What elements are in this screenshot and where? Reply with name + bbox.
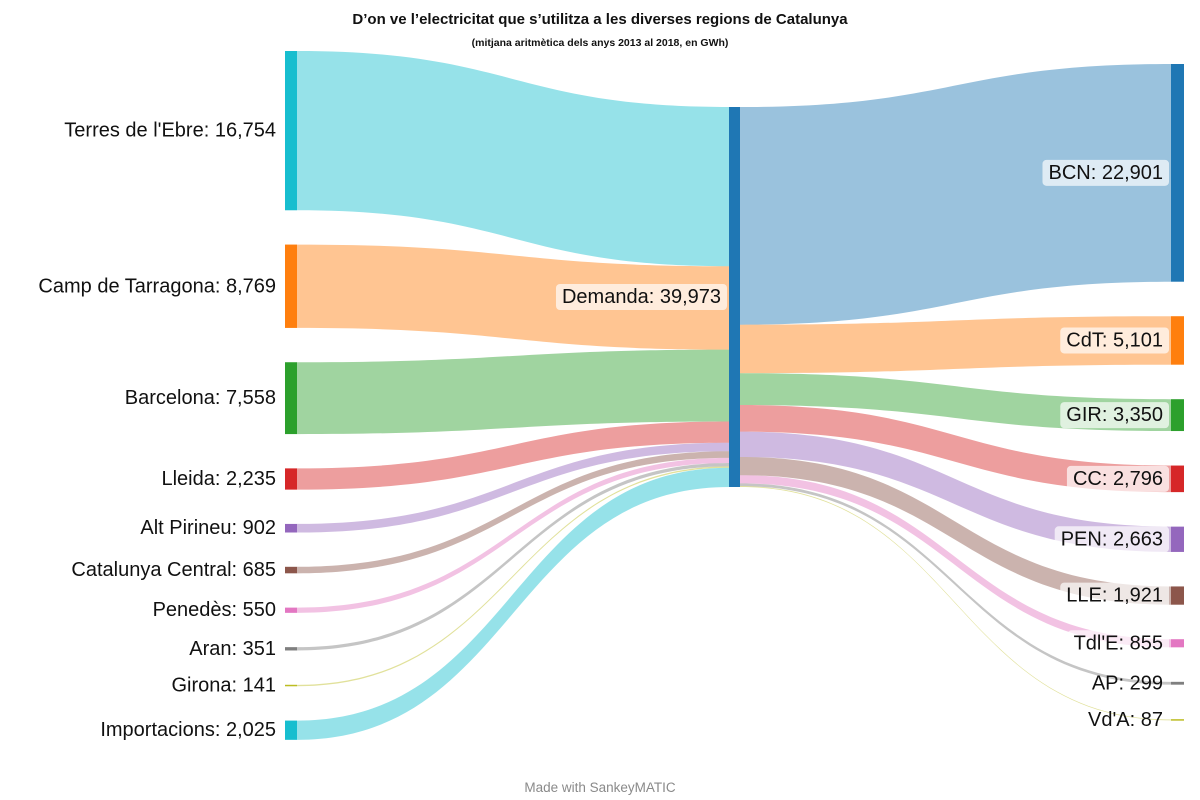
flow-demanda-to-ap: [740, 483, 1171, 685]
flows-out-of-demanda: [740, 64, 1171, 721]
node-catalunya-central: [285, 566, 297, 574]
label-tdle-background: [1067, 630, 1169, 657]
label-camp-de-tarragona: Camp de Tarragona: 8,769: [38, 275, 276, 297]
flow-girona-to-demanda: [297, 466, 729, 687]
label-pen-background: [1054, 526, 1169, 553]
flow-camp-de-tarragona-to-demanda: [297, 244, 729, 350]
label-barcelona: Barcelona: 7,558: [125, 387, 276, 409]
flows-into-demanda: [297, 51, 729, 740]
node-ap: [1171, 681, 1184, 685]
label-girona: Girona: 141: [171, 675, 276, 697]
label-bcn-group: BCN: 22,901: [1042, 159, 1169, 186]
flow-barcelona-to-demanda: [297, 349, 729, 435]
node-girona: [285, 684, 297, 687]
label-cdt-group: CdT: 5,101: [1060, 327, 1169, 354]
label-cc-group: CC: 2,796: [1066, 465, 1169, 492]
node-lle: [1171, 586, 1184, 605]
node-alt-pirineu: [285, 523, 297, 533]
label-cc-background: [1066, 465, 1169, 492]
credit-text: Made with SankeyMATIC: [524, 780, 676, 795]
label-tdle: Tdl'E: 855: [1074, 632, 1163, 654]
node-pen: [1171, 526, 1184, 552]
flow-demanda-to-pen: [740, 431, 1171, 552]
label-pen: PEN: 2,663: [1061, 528, 1163, 550]
label-terres-de-l-ebre: Terres de l'Ebre: 16,754: [64, 120, 276, 142]
label-demanda-group: Demanda: 39,973: [555, 284, 727, 310]
label-lleida: Lleida: 2,235: [161, 468, 276, 490]
label-lle: LLE: 1,921: [1066, 585, 1163, 607]
label-pen-group: PEN: 2,663: [1054, 526, 1169, 553]
label-vda: Vd'A: 87: [1088, 709, 1163, 731]
chart-subtitle: (mitjana aritmètica dels anys 2013 al 20…: [471, 37, 729, 49]
label-vda-group: Vd'A: 87: [1088, 709, 1163, 731]
node-lleida: [285, 468, 297, 490]
node-gir: [1171, 399, 1184, 432]
flow-demanda-to-lle: [740, 456, 1171, 605]
label-demanda-background: [555, 284, 727, 310]
label-penedes: Penedès: 550: [153, 599, 276, 621]
label-cc: CC: 2,796: [1073, 468, 1163, 490]
flow-penedes-to-demanda: [297, 457, 729, 613]
label-catalunya-central: Catalunya Central: 685: [71, 559, 276, 581]
node-cdt: [1171, 316, 1184, 365]
label-gir: GIR: 3,350: [1066, 404, 1163, 426]
label-demanda: Demanda: 39,973: [562, 286, 721, 308]
node-importacions: [285, 720, 297, 740]
flow-lleida-to-demanda: [297, 421, 729, 490]
flow-demanda-to-tdle: [740, 475, 1171, 648]
label-bcn: BCN: 22,901: [1048, 162, 1163, 184]
flow-catalunya-central-to-demanda: [297, 451, 729, 574]
flow-alt-pirineu-to-demanda: [297, 442, 729, 533]
chart-title: D’on ve l’electricitat que s’utilitza a …: [352, 11, 848, 28]
label-ap-group: AP: 299: [1092, 672, 1163, 694]
flow-demanda-to-vda: [740, 486, 1171, 721]
label-importacions: Importacions: 2,025: [100, 719, 276, 741]
label-lle-background: [1060, 582, 1169, 609]
flow-demanda-to-bcn: [740, 64, 1171, 325]
node-labels: Terres de l'Ebre: 16,754 Camp de Tarragon…: [38, 120, 1169, 741]
label-ap: AP: 299: [1092, 672, 1163, 694]
node-demanda: [729, 107, 740, 487]
node-camp-de-tarragona: [285, 244, 297, 328]
label-bcn-background: [1042, 159, 1169, 186]
nodes: [285, 51, 1184, 740]
node-terres-de-l-ebre: [285, 51, 297, 211]
flow-importacions-to-demanda: [297, 467, 729, 740]
label-gir-background: [1060, 402, 1169, 429]
node-aran: [285, 647, 297, 651]
label-alt-pirineu: Alt Pirineu: 902: [140, 517, 276, 539]
label-cdt-background: [1060, 327, 1169, 354]
node-tdle: [1171, 639, 1184, 648]
node-cc: [1171, 465, 1184, 493]
node-bcn: [1171, 64, 1184, 282]
label-gir-group: GIR: 3,350: [1060, 402, 1169, 429]
label-aran: Aran: 351: [189, 638, 276, 660]
flow-aran-to-demanda: [297, 463, 729, 651]
node-vda: [1171, 719, 1184, 721]
node-penedes: [285, 607, 297, 613]
flow-terres-de-l-ebre-to-demanda: [297, 51, 729, 267]
node-barcelona: [285, 362, 297, 435]
label-lle-group: LLE: 1,921: [1060, 582, 1169, 609]
label-tdle-group: Tdl'E: 855: [1067, 630, 1169, 657]
label-cdt: CdT: 5,101: [1066, 329, 1163, 351]
flow-demanda-to-cc: [740, 405, 1171, 493]
